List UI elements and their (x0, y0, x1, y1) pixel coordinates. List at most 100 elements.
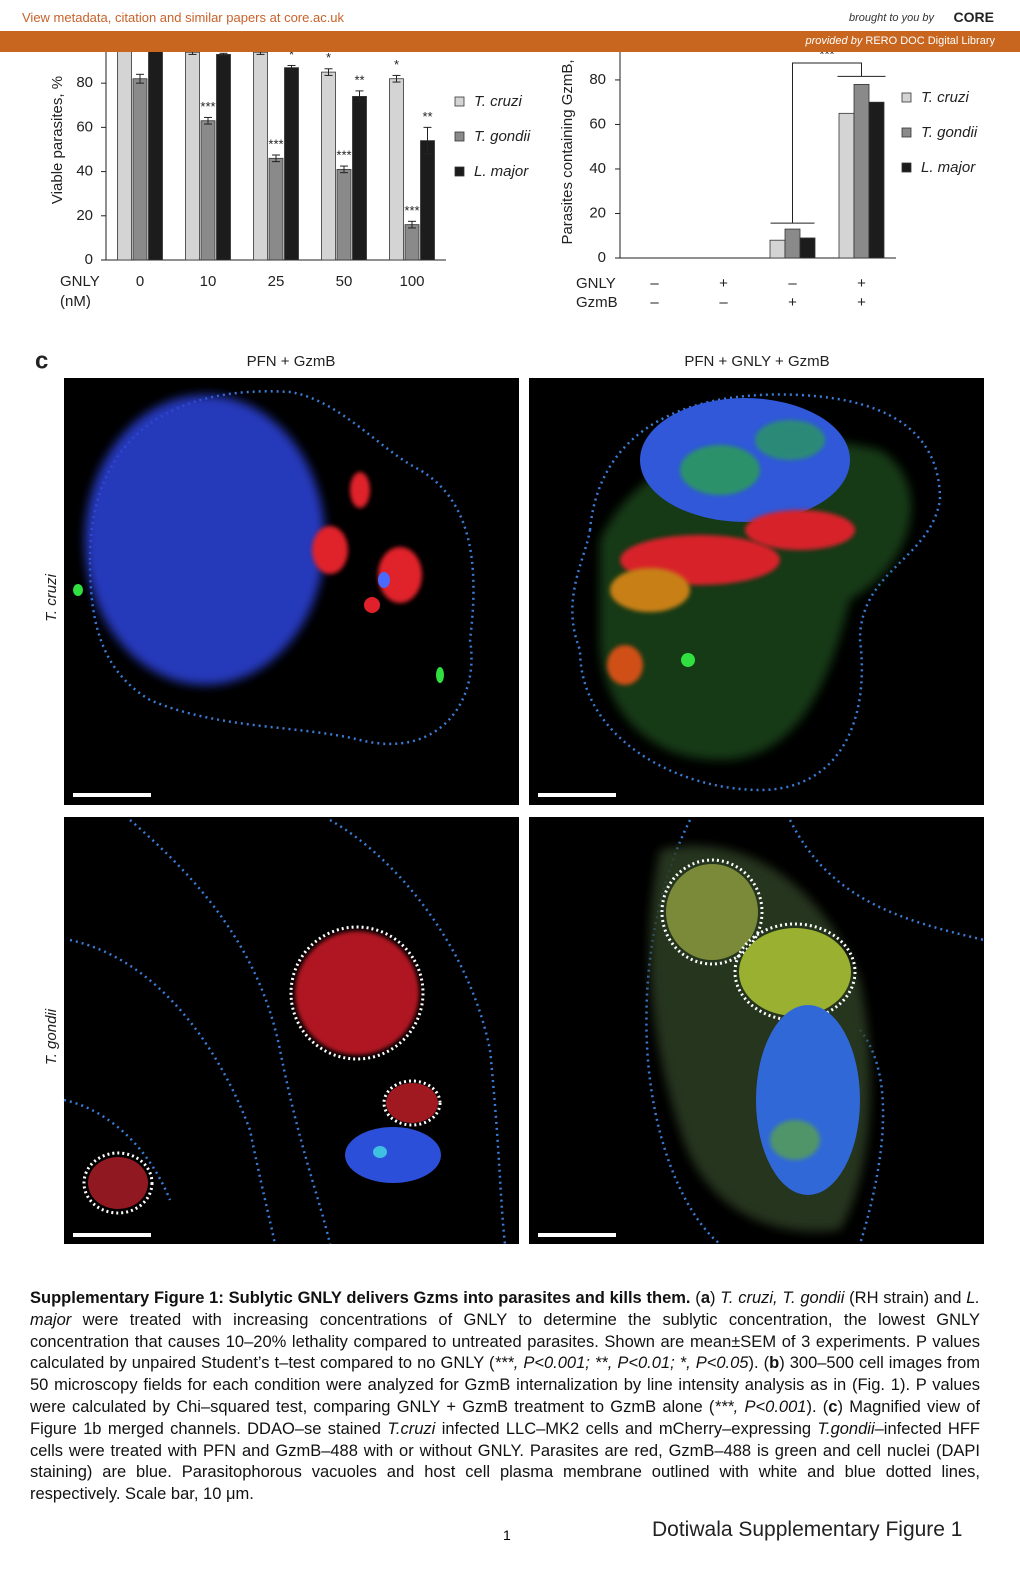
bar (284, 67, 299, 261)
x-tick-label: 50 (336, 273, 353, 290)
legend-swatch (454, 96, 465, 107)
caption-run: ( (690, 1289, 701, 1307)
caption-run: a (700, 1289, 710, 1307)
caption-run: T. cruzi, T. gondii (720, 1289, 845, 1307)
caption-run: ) 300–500 cell images from 50 microscopy… (30, 1354, 980, 1416)
caption-run: L. major (30, 1289, 980, 1329)
caption-run: ). ( (748, 1354, 770, 1373)
x-tick-label: – (650, 294, 659, 311)
x-tick-label: – (788, 275, 797, 292)
bar (868, 101, 885, 259)
error-bar (340, 165, 348, 174)
error-bar (204, 116, 212, 125)
micrograph (529, 817, 985, 1245)
x-tick-label: + (857, 294, 866, 311)
significance: ** (422, 109, 432, 124)
y-axis-label: Viable parasites, % (49, 76, 66, 204)
error-bar (355, 90, 364, 103)
bar (420, 140, 435, 261)
x-tick-label: + (788, 294, 797, 311)
x-axis-label: (nM) (60, 293, 91, 310)
significance: *** (404, 203, 419, 218)
error-bar (423, 126, 432, 155)
caption-run: ) Magnified view of Figure 1b merged cha… (30, 1397, 980, 1438)
legend-swatch (901, 162, 912, 173)
significance: * (289, 47, 294, 62)
bar (321, 71, 336, 261)
legend-swatch (901, 92, 912, 103)
legend-label: T. cruzi (474, 93, 522, 110)
significance: * (394, 57, 399, 72)
x-tick-label: 25 (268, 273, 285, 290)
y-tick-label: 60 (76, 118, 93, 135)
page-number: 1 (503, 1527, 511, 1543)
significance: * (326, 50, 331, 65)
caption-run: –infected HFF cells were treated with PF… (30, 1419, 981, 1504)
y-tick-label: 40 (76, 163, 93, 180)
legend-swatch (454, 131, 465, 142)
provided-by: provided by (805, 35, 863, 47)
figure: c PFN + GzmB PFN + GNLY + GzmB T. cruzi … (35, 46, 985, 1245)
error-bar (272, 154, 280, 163)
legend-label: L. major (474, 163, 529, 180)
error-bar (136, 73, 144, 84)
bar (336, 168, 352, 261)
legend-label: T. gondii (474, 128, 531, 145)
brought-text: brought to you by (848, 12, 934, 24)
x-axis-label: GNLY (60, 273, 100, 290)
y-tick-label: 20 (589, 204, 606, 221)
y-tick-label: 80 (76, 74, 93, 91)
y-tick-label: 0 (598, 249, 606, 266)
micrograph (64, 378, 519, 805)
chart: 0 20 40 60 80 Parasites containing GzmB, – – + – –… (559, 46, 978, 311)
x-tick-label: 100 (399, 273, 424, 290)
y-tick-label: 0 (85, 251, 93, 268)
y-tick-label: 20 (76, 207, 93, 224)
significance-bracket (770, 62, 886, 224)
bar (784, 228, 801, 259)
legend-swatch (901, 127, 912, 138)
bar (838, 112, 855, 259)
x-tick-label: – (650, 275, 659, 292)
bar (117, 50, 132, 261)
legend-label: T. gondii (921, 124, 978, 141)
error-bar (408, 220, 416, 229)
legend-label: T. cruzi (921, 89, 969, 106)
x-tick-label: – (719, 294, 728, 311)
caption-run: T.gondii (817, 1419, 875, 1438)
error-bar (219, 52, 228, 57)
y-tick-label: 40 (589, 160, 606, 177)
provider[interactable]: RERO DOC Digital Library (865, 35, 995, 47)
header-bar: provided by RERO DOC Digital Library (0, 31, 1020, 52)
error-bar (324, 68, 333, 76)
y-tick-label: 80 (589, 71, 606, 88)
bar (132, 78, 148, 261)
x-tick-label: + (857, 275, 866, 292)
core-brand[interactable]: CORE (953, 9, 994, 25)
caption-run: c (828, 1397, 838, 1416)
bar (253, 51, 268, 261)
bar (148, 50, 163, 261)
significance: *** (200, 99, 215, 114)
micrograph (529, 378, 984, 805)
bar (769, 239, 786, 259)
caption-run: ) (710, 1289, 721, 1307)
significance: *** (268, 136, 283, 151)
legend-swatch (454, 166, 465, 177)
bar (853, 83, 870, 259)
x-tick-label: + (719, 275, 728, 292)
bar (268, 157, 284, 261)
row-title: T. gondii (43, 1008, 60, 1065)
significance: ** (354, 72, 364, 87)
caption-run: (RH strain) and (844, 1289, 967, 1307)
caption: Supplementary Figure 1: Sublytic GNLY de… (30, 1288, 980, 1506)
caption-run: T.cruzi (387, 1419, 436, 1438)
bar (404, 224, 420, 261)
footer-label: Dotiwala Supplementary Figure 1 (652, 1518, 963, 1541)
micrograph (63, 817, 519, 1245)
core-link[interactable]: View metadata, citation and similar pape… (22, 10, 345, 25)
legend-label: L. major (921, 159, 976, 176)
bar (799, 237, 816, 259)
